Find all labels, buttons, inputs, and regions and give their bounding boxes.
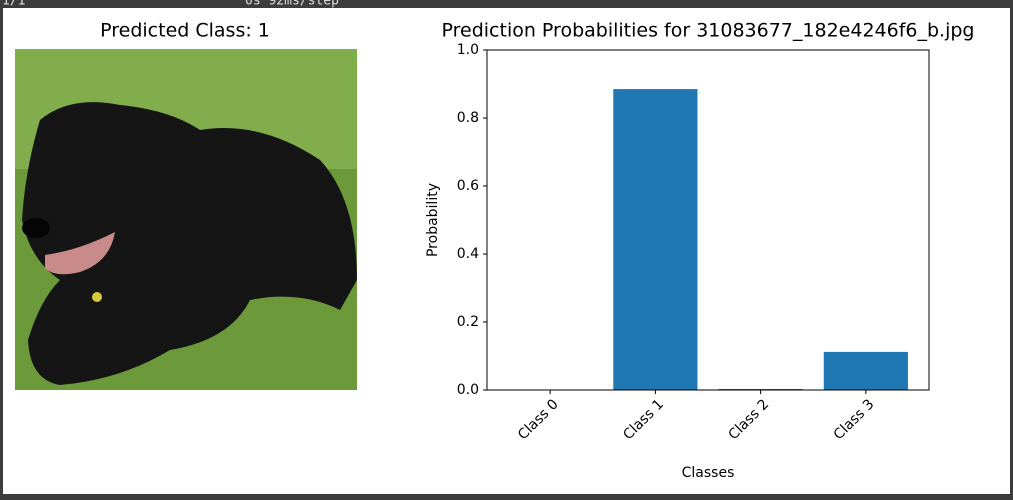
dog-photo [15, 49, 357, 390]
y-tick-label: 0.8 [457, 110, 479, 126]
axes-frame [486, 49, 930, 391]
bar [823, 351, 908, 390]
x-axis-label: Classes [682, 465, 735, 481]
bar [613, 89, 698, 390]
y-tick-label: 0.6 [457, 178, 479, 194]
image-title: Predicted Class: 1 [100, 20, 270, 42]
y-tick-label: 0.4 [457, 246, 479, 262]
y-axis-label: Probability [425, 183, 441, 257]
y-tick-label: 0.2 [457, 314, 479, 330]
progress-text: 1/1 [2, 0, 25, 9]
chart-title: Prediction Probabilities for 31083677_18… [442, 20, 975, 42]
timing-text: 0s 92ms/step [245, 0, 339, 9]
y-tick-label: 1.0 [457, 42, 479, 58]
bar [718, 388, 803, 390]
y-tick-label: 0.0 [457, 382, 479, 398]
